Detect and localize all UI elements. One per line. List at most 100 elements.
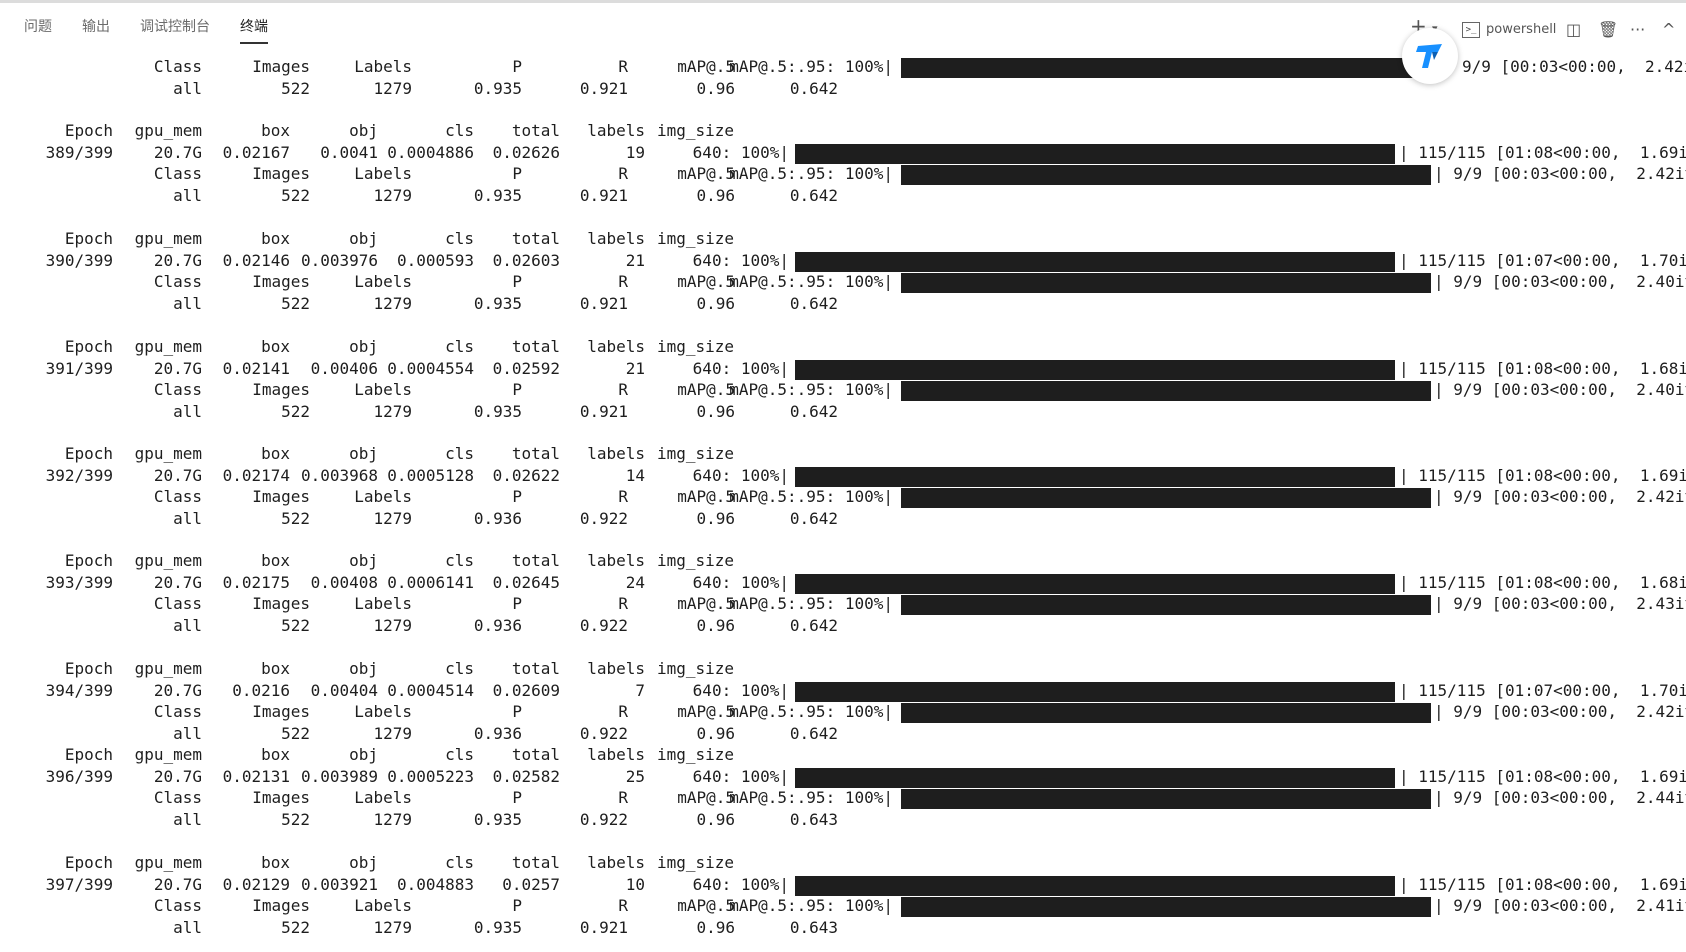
top-val-row-map50: 0.96 [696, 78, 735, 98]
epoch-392-header-total: total [511, 444, 560, 463]
epoch-390-obj: 0.003976 [300, 250, 378, 270]
epoch-392-val-row-0: all [173, 508, 202, 528]
epoch-394-header-labels: labels [587, 659, 645, 678]
epoch-391-val-tail: | 9/9 [00:03<00:00, 2.40it/s [1434, 380, 1686, 400]
collapse-panel-button[interactable]: ^ [1662, 20, 1676, 39]
epoch-396-img-size: 640: 100%| [692, 766, 789, 786]
epoch-390-val-row-0: all [173, 293, 202, 313]
epoch-397-header-epoch: Epoch [64, 853, 113, 872]
epoch-390-val-header-4: R [618, 272, 628, 292]
top-val-row-labels: 1279 [373, 78, 412, 98]
top-val-header-labels: Labels [354, 57, 412, 76]
epoch-394-val-progress-bar [901, 703, 1431, 724]
epoch-392-val-row-4: 0.922 [579, 508, 628, 528]
epoch-396-val-row-4: 0.922 [579, 809, 628, 829]
epoch-393-val-header-6: mAP@.5:.95: 100%| [729, 594, 893, 614]
epoch-389-val-header-1: Images [252, 164, 310, 184]
epoch-389-val-row-4: 0.921 [579, 185, 628, 205]
epoch-390-header-box: box [261, 229, 290, 248]
epoch-392-val-header-5: mAP@.5 [677, 487, 735, 507]
epoch-389-val-header-3: P [512, 164, 522, 184]
epoch-397-total: 0.0257 [502, 874, 560, 894]
epoch-389-val-row-2: 1279 [373, 185, 412, 205]
epoch-389-header-epoch: Epoch [64, 121, 113, 140]
tab-terminal[interactable]: 终端 [240, 16, 268, 44]
epoch-391-val-row-4: 0.921 [579, 401, 628, 421]
epoch-391-header-labels: labels [587, 337, 645, 356]
epoch-390-train-progress-bar [795, 251, 1395, 272]
epoch-393-val-row-1: 522 [281, 615, 310, 635]
epoch-396-header-cls: cls [445, 745, 474, 764]
epoch-392-gpu: 20.7G [153, 465, 202, 485]
epoch-392-header-img_size: img_size [656, 444, 734, 463]
top-val-header-images: Images [252, 57, 310, 76]
epoch-392-cls: 0.0005128 [387, 465, 474, 485]
epoch-390-val-header-5: mAP@.5 [677, 272, 735, 292]
epoch-389-val-header-6: mAP@.5:.95: 100%| [729, 164, 893, 184]
epoch-392-val-header-1: Images [252, 487, 310, 507]
epoch-396-gpu: 20.7G [153, 766, 202, 786]
epoch-389-val-progress-bar [901, 165, 1431, 186]
epoch-391-val-row-5: 0.96 [696, 401, 735, 421]
epoch-391-labels: 21 [625, 358, 645, 378]
epoch-390-header-obj: obj [349, 229, 378, 248]
editor-top-strip [0, 0, 1686, 3]
epoch-393-val-row-5: 0.96 [696, 615, 735, 635]
epoch-390-header-total: total [511, 229, 560, 248]
epoch-397-val-header-6: mAP@.5:.95: 100%| [729, 896, 893, 916]
epoch-390-val-header-1: Images [252, 272, 310, 292]
epoch-389-val-row-1: 522 [281, 185, 310, 205]
epoch-392-val-header-4: R [618, 487, 628, 507]
epoch-391-train-tail: | 115/115 [01:08<00:00, 1.68it/s [1399, 358, 1686, 378]
epoch-396-val-row-3: 0.935 [473, 809, 522, 829]
top-val-row-map5095: 0.642 [789, 78, 838, 98]
epoch-392-val-header-3: P [512, 487, 522, 507]
epoch-397-val-row-3: 0.935 [473, 917, 522, 937]
epoch-396-val-progress-bar [901, 789, 1431, 810]
tab-problems[interactable]: 问题 [24, 19, 52, 35]
epoch-389-val-row-5: 0.96 [696, 185, 735, 205]
epoch-397-val-header-3: P [512, 896, 522, 916]
epoch-397-val-header-5: mAP@.5 [677, 896, 735, 916]
epoch-397-train-tail: | 115/115 [01:08<00:00, 1.69it/s [1399, 874, 1686, 894]
epoch-393-header-img_size: img_size [656, 551, 734, 570]
epoch-392-box: 0.02174 [222, 465, 290, 485]
epoch-396-header-gpu_mem: gpu_mem [134, 745, 202, 764]
epoch-394-header-total: total [511, 659, 560, 678]
epoch-396-val-tail: | 9/9 [00:03<00:00, 2.44it/s [1434, 788, 1686, 808]
epoch-396-val-row-1: 522 [281, 809, 310, 829]
epoch-397-header-cls: cls [445, 853, 474, 872]
epoch-394-val-row-0: all [173, 723, 202, 743]
epoch-396-header-total: total [511, 745, 560, 764]
epoch-394-val-header-4: R [618, 702, 628, 722]
panel-tab-bar: 问题 输出 调试控制台 终端 + ▾ >_ powershell ◫ 🗑 ···… [0, 6, 1686, 44]
epoch-391-cls: 0.0004554 [387, 358, 474, 378]
tab-debug-console[interactable]: 调试控制台 [140, 19, 210, 35]
epoch-393-header-gpu_mem: gpu_mem [134, 551, 202, 570]
epoch-390-val-header-6: mAP@.5:.95: 100%| [729, 272, 893, 292]
epoch-397-val-row-5: 0.96 [696, 917, 735, 937]
epoch-394-val-header-3: P [512, 702, 522, 722]
trash-icon[interactable]: 🗑 [1598, 20, 1619, 39]
epoch-389-header-box: box [261, 121, 290, 140]
epoch-390-header-cls: cls [445, 229, 474, 248]
top-val-header-p: P [512, 57, 522, 76]
epoch-393-val-row-2: 1279 [373, 615, 412, 635]
floating-assistant-button[interactable] [1402, 28, 1458, 84]
epoch-394-header-box: box [261, 659, 290, 678]
epoch-390-img-size: 640: 100%| [692, 250, 789, 270]
epoch-389-train-progress-bar [795, 143, 1395, 164]
epoch-394-total: 0.02609 [492, 680, 560, 700]
shell-name[interactable]: powershell [1486, 22, 1557, 37]
epoch-391-val-row-1: 522 [281, 401, 310, 421]
epoch-390-val-row-4: 0.921 [579, 293, 628, 313]
epoch-396-box: 0.02131 [222, 766, 290, 786]
epoch-392-val-progress-bar [901, 488, 1431, 509]
epoch-392-labels: 14 [625, 465, 645, 485]
epoch-397-val-header-4: R [618, 896, 628, 916]
split-terminal-button[interactable]: ◫ [1566, 20, 1582, 39]
tab-output[interactable]: 输出 [82, 19, 110, 35]
epoch-389-val-row-6: 0.642 [789, 185, 838, 205]
more-actions-button[interactable]: ··· [1630, 20, 1646, 39]
